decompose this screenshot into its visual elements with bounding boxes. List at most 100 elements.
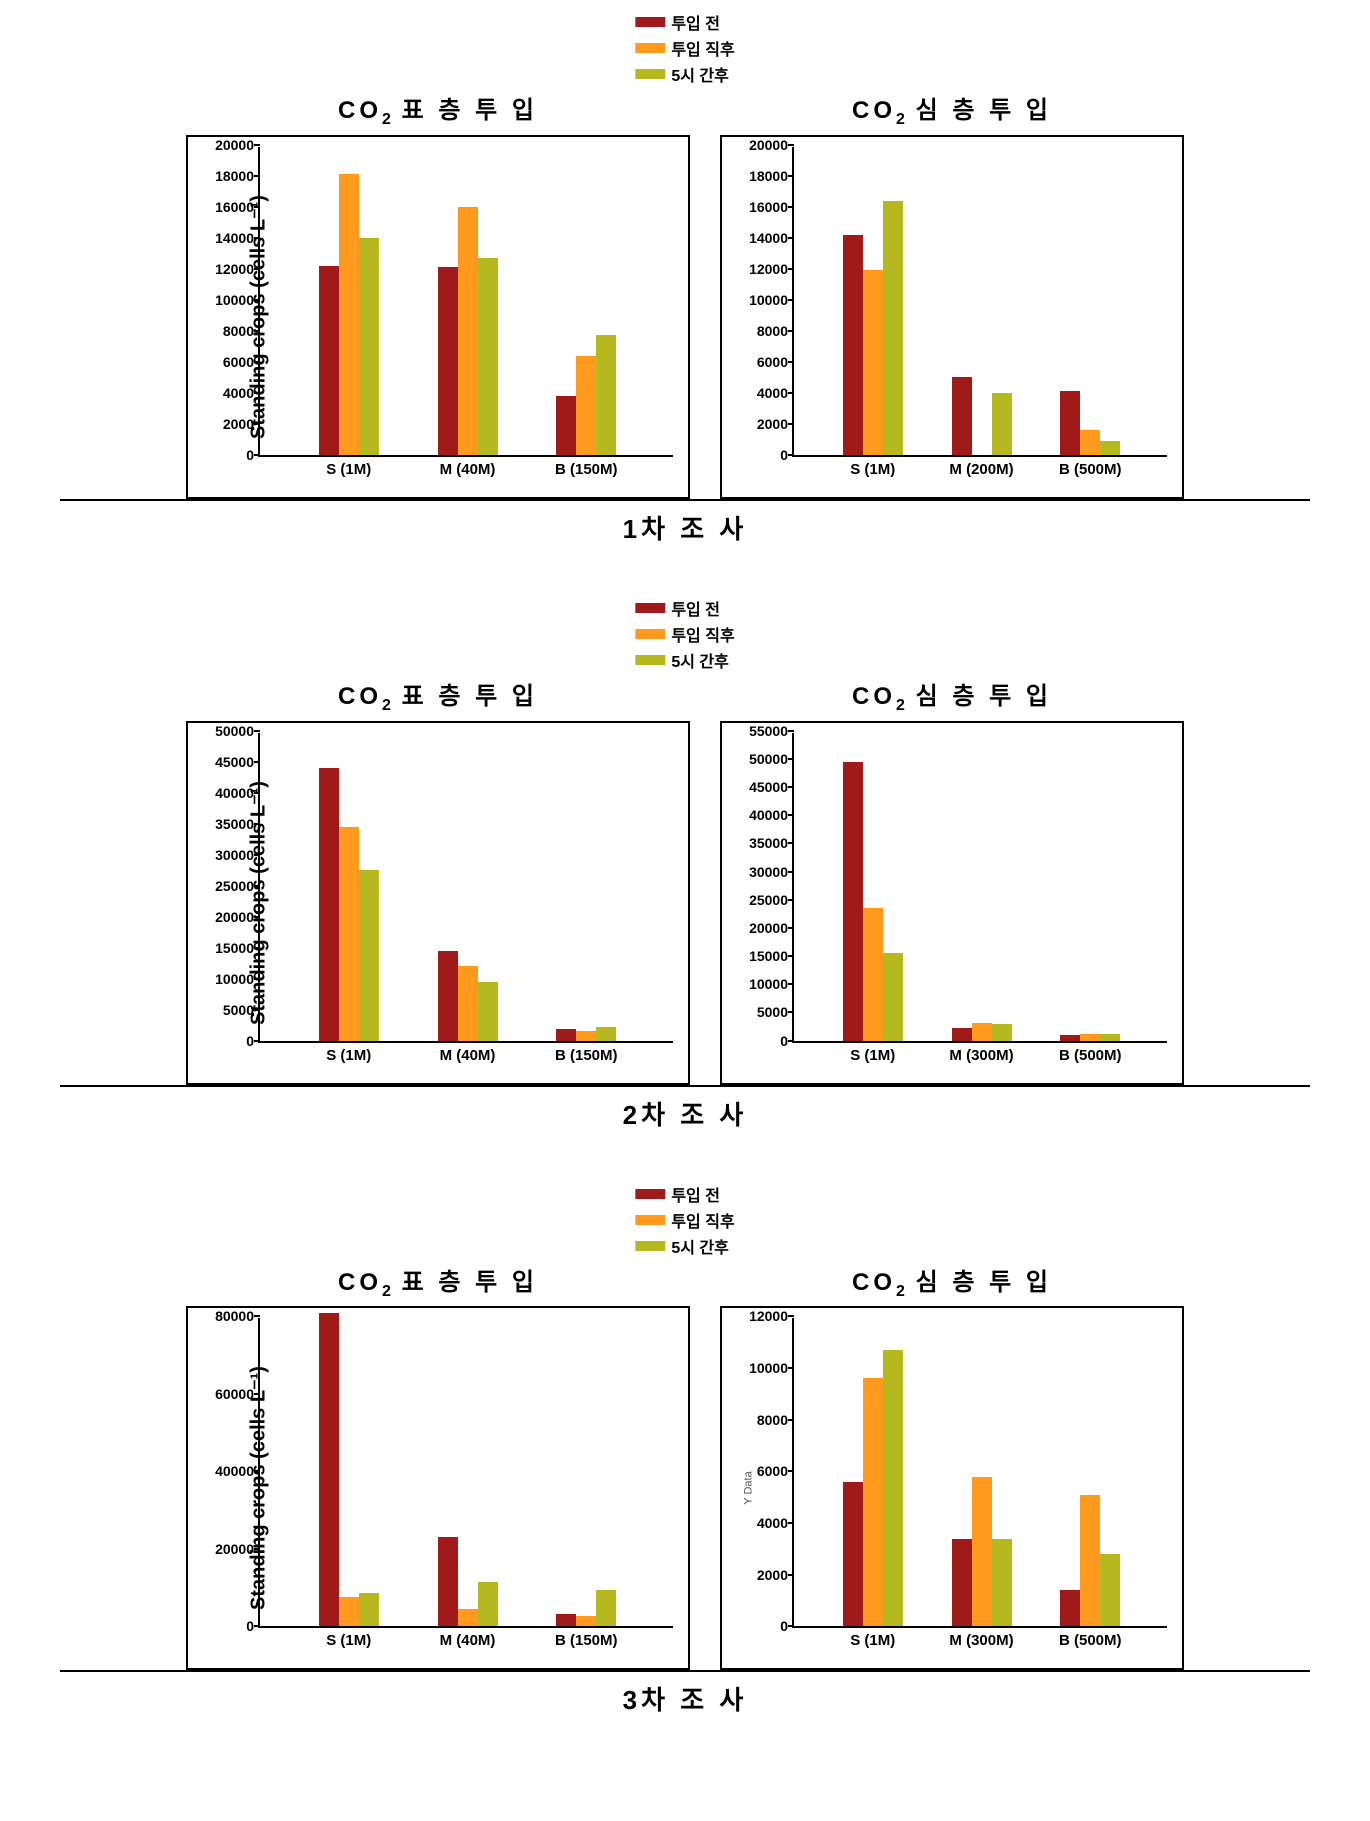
- y-tick-mark: [788, 871, 794, 873]
- y-tick-label: 8000: [757, 1412, 788, 1428]
- x-category-label: M (40M): [440, 461, 496, 478]
- legend: 투입 전투입 직후5시 간후: [635, 1182, 734, 1258]
- y-tick-label: 4000: [757, 1515, 788, 1531]
- y-tick-label: 0: [246, 1033, 254, 1049]
- y-tick-mark: [788, 454, 794, 456]
- survey-caption: 1차 조 사: [20, 509, 1350, 546]
- legend-swatch: [635, 17, 665, 27]
- x-category-label: S (1M): [850, 1047, 895, 1064]
- legend-swatch: [635, 1189, 665, 1199]
- chart-title: CO2 표 층 투 입: [338, 1262, 538, 1301]
- bar: [458, 1609, 478, 1626]
- y-tick-mark: [788, 1625, 794, 1627]
- bar: [339, 827, 359, 1041]
- bar: [843, 235, 863, 455]
- bar: [359, 870, 379, 1041]
- y-tick-label: 0: [780, 1618, 788, 1634]
- legend: 투입 전투입 직후5시 간후: [635, 596, 734, 672]
- y-tick-mark: [788, 392, 794, 394]
- y-tick-mark: [788, 842, 794, 844]
- legend-item: 5시 간후: [635, 1234, 734, 1258]
- survey-block: 투입 전투입 직후5시 간후CO2 표 층 투 입020000400006000…: [20, 1192, 1350, 1718]
- bar: [576, 356, 596, 455]
- chart: CO2 심 층 투 입 020004000600080001000012000S …: [720, 1262, 1184, 1671]
- legend-swatch: [635, 1215, 665, 1225]
- legend-label: 5시 간후: [671, 1234, 729, 1258]
- chart-title: CO2 심 층 투 입: [852, 1262, 1052, 1301]
- chart-frame: 020004000600080001000012000S (1M)M (300M…: [720, 1306, 1184, 1670]
- chart-title: CO2 표 층 투 입: [338, 676, 538, 715]
- bar: [1100, 1554, 1120, 1626]
- y-tick-label: 6000: [757, 1463, 788, 1479]
- y-tick-mark: [788, 144, 794, 146]
- y-tick-label: 45000: [215, 754, 254, 770]
- bar: [556, 396, 576, 455]
- bar: [863, 908, 883, 1040]
- bar: [972, 1477, 992, 1627]
- y-tick-mark: [254, 730, 260, 732]
- bar: [438, 1537, 458, 1626]
- bar: [1060, 1035, 1080, 1041]
- y-tick-label: 15000: [749, 948, 788, 964]
- y-tick-label: 18000: [749, 168, 788, 184]
- legend-item: 투입 전: [635, 1182, 734, 1206]
- bar: [576, 1616, 596, 1626]
- bar: [1060, 1590, 1080, 1626]
- y-tick-mark: [254, 1625, 260, 1627]
- y-tick-label: 25000: [749, 892, 788, 908]
- bar: [478, 258, 498, 455]
- bar: [1080, 1495, 1100, 1627]
- y-tick-label: 35000: [749, 835, 788, 851]
- y-tick-mark: [788, 1574, 794, 1576]
- y-tick-mark: [788, 927, 794, 929]
- bar: [359, 238, 379, 455]
- bar: [992, 1539, 1012, 1627]
- bar: [339, 1597, 359, 1626]
- bar: [972, 1023, 992, 1041]
- chart-title: CO2 심 층 투 입: [852, 676, 1052, 715]
- chart-frame: 0500010000150002000025000300003500040000…: [186, 721, 690, 1085]
- y-tick-label: 8000: [757, 323, 788, 339]
- y-tick-mark: [788, 955, 794, 957]
- y-tick-mark: [788, 330, 794, 332]
- survey-caption: 2차 조 사: [20, 1095, 1350, 1132]
- chart: CO2 표 층 투 입020000400006000080000S (1M)M …: [186, 1262, 690, 1671]
- y-tick-mark: [788, 423, 794, 425]
- bar: [863, 1378, 883, 1626]
- chart-frame: 0200040006000800010000120001400016000180…: [186, 135, 690, 499]
- x-category-label: M (300M): [949, 1047, 1013, 1064]
- survey-block: 투입 전투입 직후5시 간후CO2 표 층 투 입050001000015000…: [20, 606, 1350, 1132]
- bar: [883, 201, 903, 455]
- y-tick-mark: [788, 1315, 794, 1317]
- bar: [843, 762, 863, 1041]
- legend-label: 투입 직후: [671, 36, 734, 60]
- x-category-label: S (1M): [850, 461, 895, 478]
- y-tick-label: 45000: [749, 779, 788, 795]
- legend-label: 투입 전: [671, 1182, 720, 1206]
- chart: CO2 심 층 투 입 05000100001500020000250003000…: [720, 676, 1184, 1085]
- y-tick-label: 5000: [757, 1004, 788, 1020]
- bar: [1080, 1034, 1100, 1041]
- bar: [596, 335, 616, 454]
- bar: [319, 768, 339, 1041]
- y-tick-mark: [788, 1011, 794, 1013]
- legend-item: 투입 전: [635, 596, 734, 620]
- y-tick-label: 80000: [215, 1308, 254, 1324]
- bar: [319, 266, 339, 455]
- figure-root: 투입 전투입 직후5시 간후CO2 표 층 투 입020004000600080…: [20, 20, 1350, 1717]
- plot-area: 0500010000150002000025000300003500040000…: [258, 733, 673, 1043]
- x-category-label: B (500M): [1059, 1632, 1122, 1649]
- bar: [952, 1028, 972, 1040]
- bar: [556, 1614, 576, 1626]
- y-tick-mark: [788, 983, 794, 985]
- plot-area: 020004000600080001000012000S (1M)M (300M…: [792, 1318, 1167, 1628]
- legend-label: 5시 간후: [671, 648, 729, 672]
- legend-label: 투입 전: [671, 10, 720, 34]
- y-tick-label: 14000: [749, 230, 788, 246]
- chart-frame: 0500010000150002000025000300003500040000…: [720, 721, 1184, 1085]
- charts-row: 투입 전투입 직후5시 간후CO2 표 층 투 입020000400006000…: [20, 1192, 1350, 1671]
- bar: [843, 1482, 863, 1627]
- y-tick-mark: [788, 1040, 794, 1042]
- y-axis-label: Standing crops (cells L⁻¹): [245, 195, 270, 439]
- chart: CO2 표 층 투 입02000400060008000100001200014…: [186, 90, 690, 499]
